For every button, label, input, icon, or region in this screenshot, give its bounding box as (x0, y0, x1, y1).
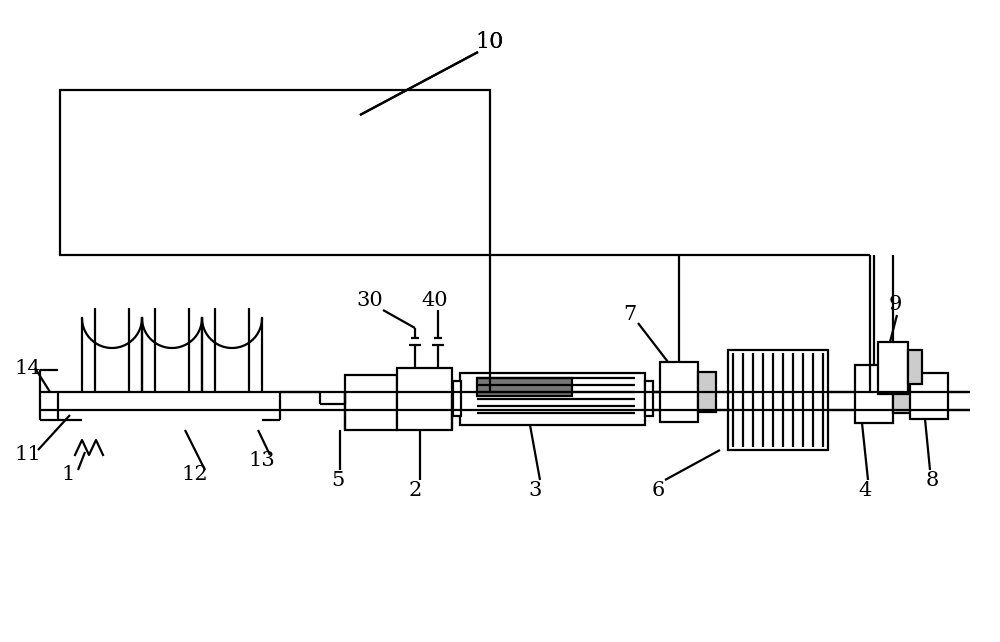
Text: 12: 12 (182, 465, 208, 485)
Text: 11: 11 (15, 446, 41, 465)
Bar (855, 365, 893, 423)
Text: 4: 4 (858, 480, 872, 499)
Bar (908, 350, 922, 384)
Text: 3: 3 (528, 480, 542, 499)
Bar (728, 350, 828, 450)
Text: 14: 14 (15, 358, 41, 377)
Text: 5: 5 (331, 471, 345, 489)
Text: 7: 7 (623, 306, 637, 324)
Bar (60, 90, 490, 255)
Text: 8: 8 (925, 471, 939, 489)
Text: 10: 10 (476, 31, 504, 53)
Bar (910, 373, 948, 419)
Text: 2: 2 (408, 480, 422, 499)
Bar (477, 378, 572, 396)
Bar (645, 381, 653, 416)
Bar (397, 368, 452, 430)
Text: 30: 30 (357, 290, 383, 309)
Bar (660, 362, 698, 422)
Bar (893, 375, 911, 413)
Bar (698, 372, 716, 412)
Text: 13: 13 (249, 451, 275, 469)
Bar (878, 342, 908, 394)
Bar (460, 373, 645, 425)
Text: 1: 1 (61, 465, 75, 485)
Bar (453, 381, 461, 416)
Text: 9: 9 (888, 295, 902, 315)
Text: 40: 40 (422, 290, 448, 309)
Text: 6: 6 (651, 480, 665, 499)
Text: 10: 10 (476, 31, 504, 53)
Bar (345, 375, 397, 430)
